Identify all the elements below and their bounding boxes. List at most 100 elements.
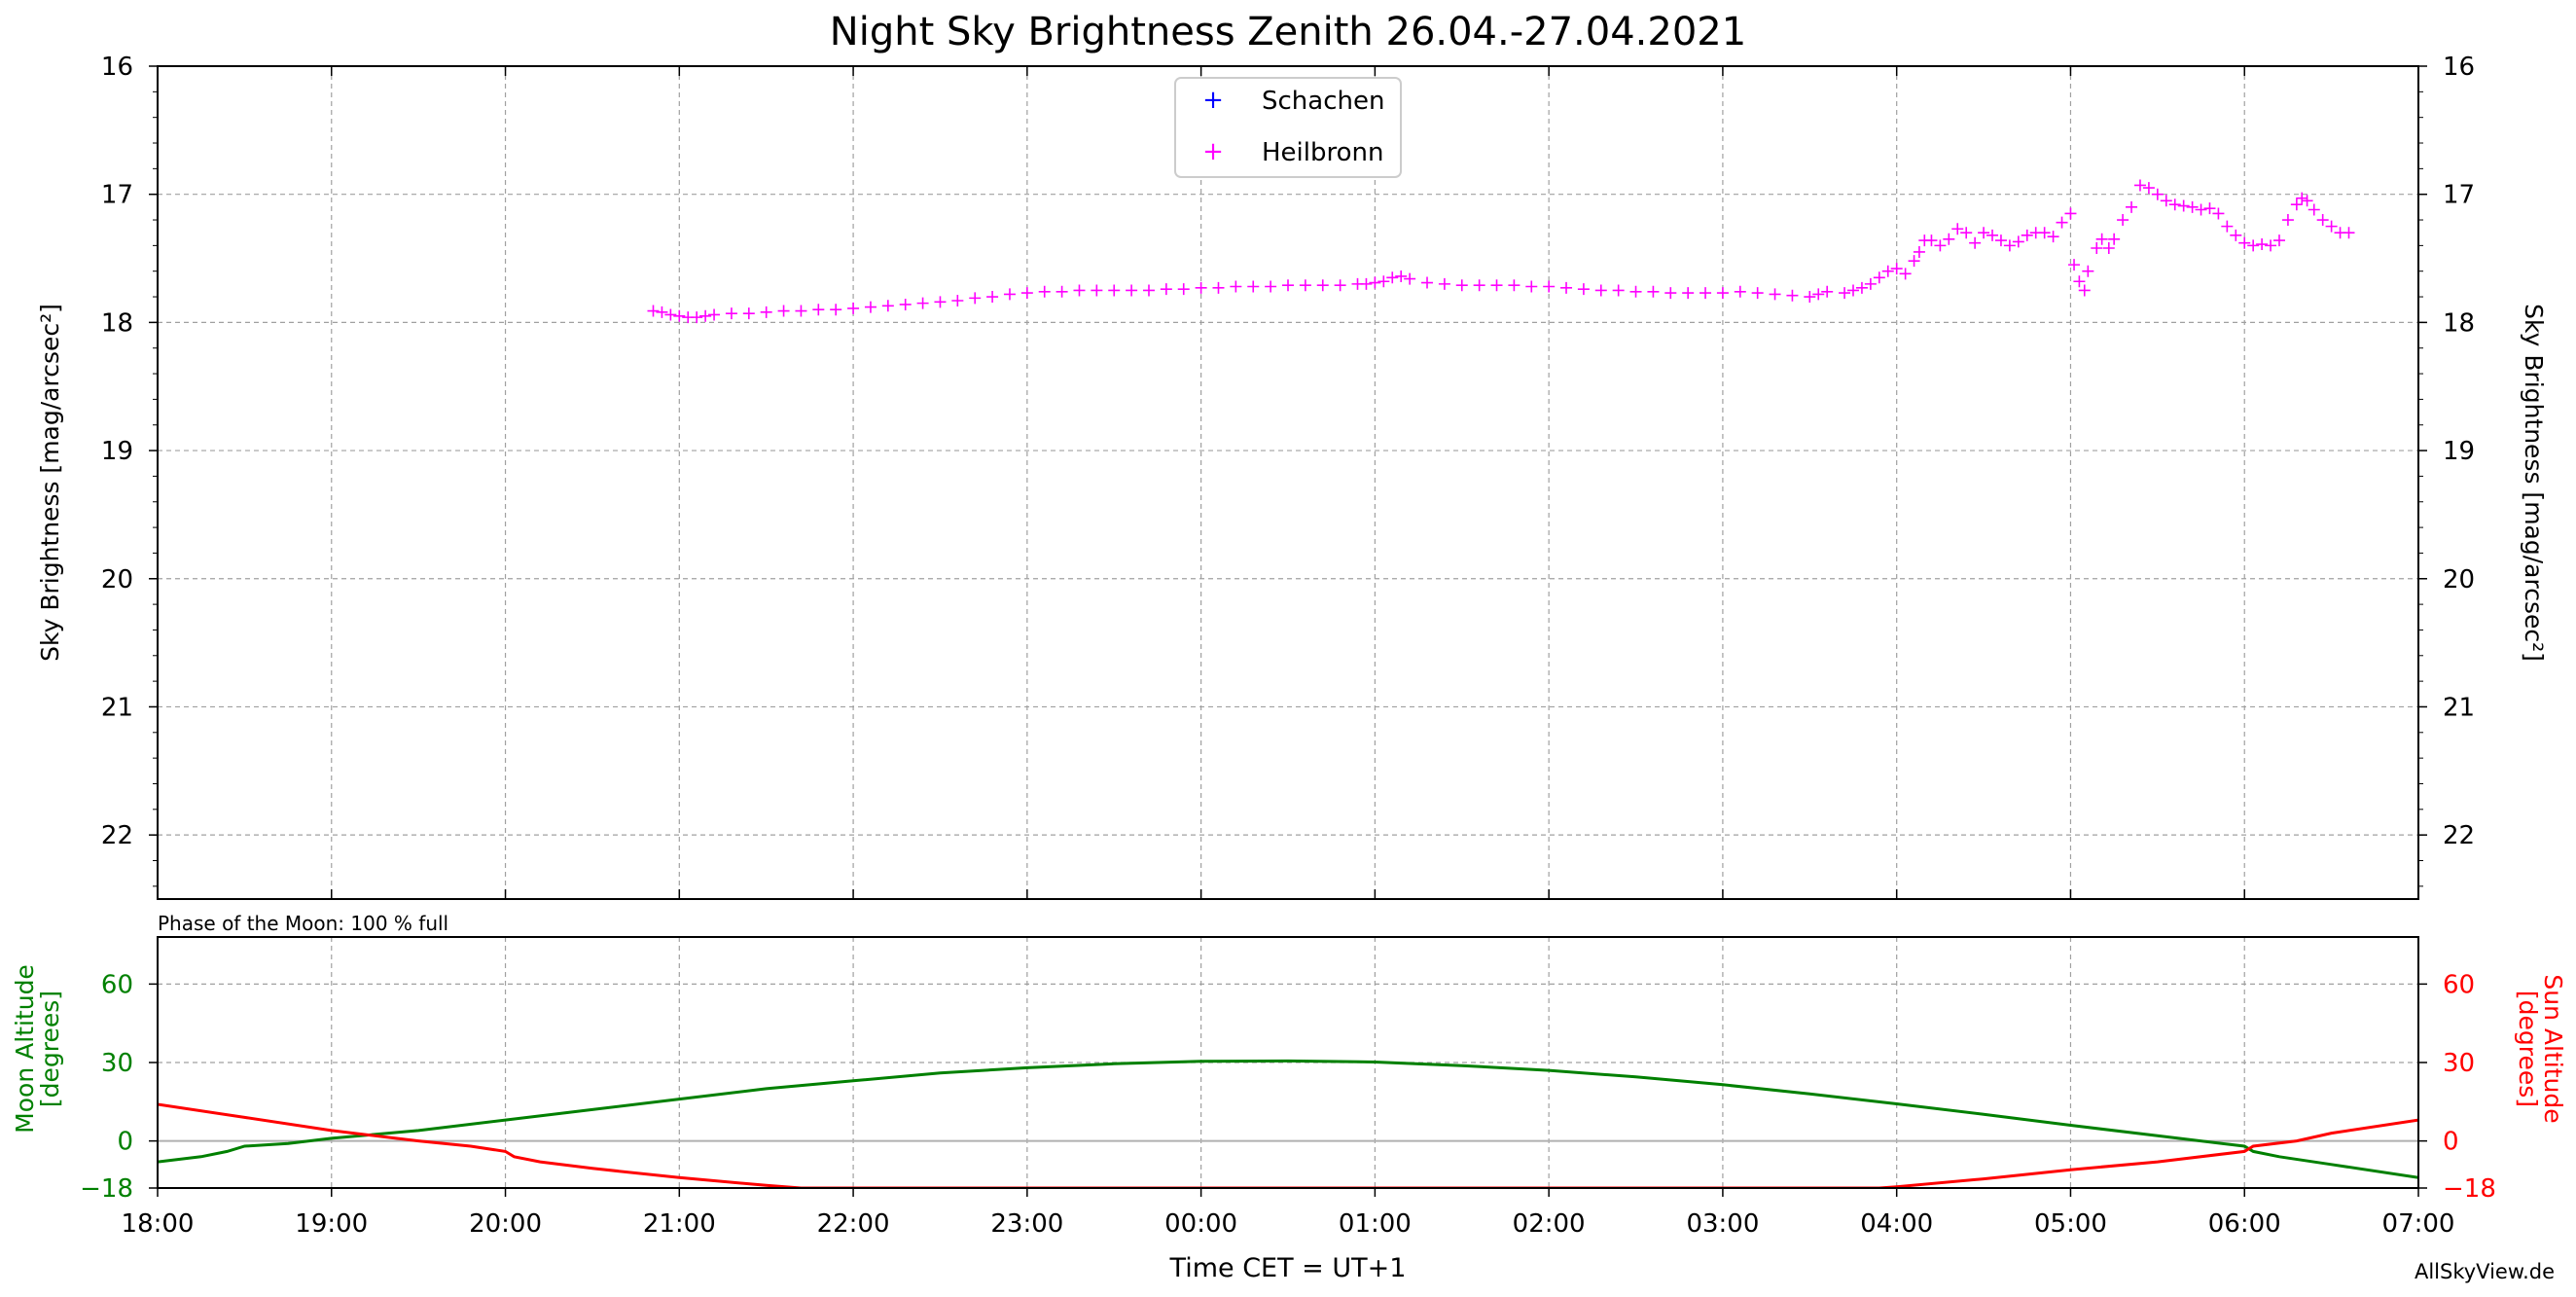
altitude-lines — [158, 1059, 2418, 1188]
brightness-y-tick-label: 16 — [101, 53, 133, 82]
heilbronn-point — [2316, 214, 2329, 227]
heilbronn-point — [2078, 284, 2091, 297]
heilbronn-point — [1404, 272, 1416, 285]
heilbronn-point — [2195, 203, 2207, 216]
heilbronn-point — [1560, 281, 1573, 294]
heilbronn-point — [1525, 280, 1538, 293]
heilbronn-point — [1899, 268, 1912, 280]
heilbronn-point — [1804, 291, 1816, 304]
x-tick-label: 23:00 — [990, 1209, 1063, 1239]
x-tick-label: 00:00 — [1164, 1209, 1237, 1239]
heilbronn-point — [1986, 229, 1999, 241]
heilbronn-point — [647, 305, 660, 317]
x-tick-label: 04:00 — [1860, 1209, 1933, 1239]
heilbronn-point — [2038, 227, 2051, 239]
heilbronn-point — [2168, 198, 2181, 211]
heilbronn-point — [1594, 284, 1607, 297]
x-tick-label: 19:00 — [295, 1209, 368, 1239]
heilbronn-point — [1629, 285, 1642, 298]
heilbronn-point — [2325, 220, 2338, 233]
heilbronn-point — [1091, 284, 1103, 297]
heilbronn-point — [1073, 284, 1086, 297]
heilbronn-point — [2056, 216, 2068, 229]
heilbronn-point — [1055, 285, 1068, 298]
sun-altitude-ylabel: Sun Altitude[degrees] — [2514, 974, 2567, 1123]
heilbronn-series — [647, 179, 2355, 324]
heilbronn-point — [2343, 227, 2355, 239]
heilbronn-point — [969, 292, 982, 305]
heilbronn-point — [1943, 233, 1955, 245]
heilbronn-point — [1247, 280, 1260, 293]
heilbronn-point — [1664, 287, 1677, 300]
heilbronn-point — [2177, 199, 2190, 212]
heilbronn-point — [699, 309, 712, 322]
ylabel-line: [degrees] — [36, 991, 64, 1107]
x-tick-label: 01:00 — [1339, 1209, 1412, 1239]
heilbronn-point — [2308, 203, 2320, 216]
heilbronn-point — [1577, 283, 1590, 296]
heilbronn-point — [2095, 233, 2108, 245]
chart-title: Night Sky Brightness Zenith 26.04.-27.04… — [830, 10, 1746, 54]
legend-marker-schachen: + — [1202, 86, 1224, 115]
heilbronn-point — [2212, 207, 2225, 220]
heilbronn-point — [2117, 214, 2129, 227]
heilbronn-point — [1020, 287, 1033, 300]
heilbronn-point — [1265, 280, 1277, 293]
heilbronn-point — [656, 306, 668, 318]
heilbronn-point — [2126, 200, 2138, 213]
heilbronn-point — [1751, 287, 1764, 300]
heilbronn-point — [2290, 198, 2303, 211]
x-tick-label: 21:00 — [643, 1209, 716, 1239]
heilbronn-point — [2091, 242, 2103, 255]
heilbronn-point — [1855, 281, 1868, 294]
heilbronn-point — [1421, 276, 1434, 289]
heilbronn-point — [1934, 239, 1947, 252]
legend-label-heilbronn: Heilbronn — [1262, 138, 1383, 167]
heilbronn-point — [899, 298, 912, 310]
heilbronn-point — [1734, 285, 1746, 298]
heilbronn-point — [664, 308, 677, 321]
ylabel-line: Sun Altitude — [2539, 974, 2567, 1123]
heilbronn-point — [2256, 238, 2269, 251]
heilbronn-point — [1473, 279, 1485, 292]
ylabel-line: Moon Altitude — [11, 964, 39, 1134]
x-tick-label: 05:00 — [2034, 1209, 2107, 1239]
heilbronn-point — [1864, 277, 1877, 290]
heilbronn-point — [2272, 234, 2285, 247]
heilbronn-point — [847, 302, 860, 314]
heilbronn-point — [2133, 179, 2146, 192]
heilbronn-point — [2047, 231, 2059, 243]
x-tick-label: 18:00 — [122, 1209, 195, 1239]
heilbronn-point — [1873, 271, 1885, 284]
heilbronn-point — [1699, 287, 1712, 300]
heilbronn-point — [1769, 288, 1781, 301]
heilbronn-point — [1812, 288, 1825, 301]
moon-altitude-line — [158, 1059, 2418, 1179]
heilbronn-point — [1212, 281, 1225, 294]
brightness-y-tick-label-right: 17 — [2443, 181, 2475, 210]
heilbronn-point — [1994, 234, 2007, 247]
legend-marker-heilbronn: + — [1202, 137, 1224, 166]
heilbronn-point — [2238, 236, 2251, 249]
heilbronn-point — [1377, 275, 1390, 288]
heilbronn-point — [708, 308, 721, 321]
heilbronn-point — [1455, 279, 1468, 292]
heilbronn-point — [1543, 280, 1556, 293]
heilbronn-point — [1978, 227, 1990, 239]
heilbronn-point — [1682, 287, 1695, 300]
heilbronn-point — [2012, 235, 2024, 248]
x-axis-label: Time CET = UT+1 — [1169, 1253, 1407, 1283]
heilbronn-point — [1360, 277, 1373, 290]
heilbronn-point — [2247, 239, 2260, 252]
heilbronn-point — [1786, 289, 1799, 302]
x-tick-label: 22:00 — [817, 1209, 890, 1239]
heilbronn-point — [1334, 279, 1346, 292]
moon-y-tick-label: 30 — [101, 1049, 133, 1078]
heilbronn-point — [1195, 281, 1207, 294]
heilbronn-point — [795, 305, 807, 317]
heilbronn-point — [2082, 265, 2094, 277]
brightness-ylabel-left: Sky Brightness [mag/arcsec²] — [36, 304, 64, 662]
moon-y-tick-label: 0 — [117, 1128, 133, 1157]
heilbronn-point — [2003, 239, 2016, 252]
heilbronn-point — [2142, 182, 2155, 195]
